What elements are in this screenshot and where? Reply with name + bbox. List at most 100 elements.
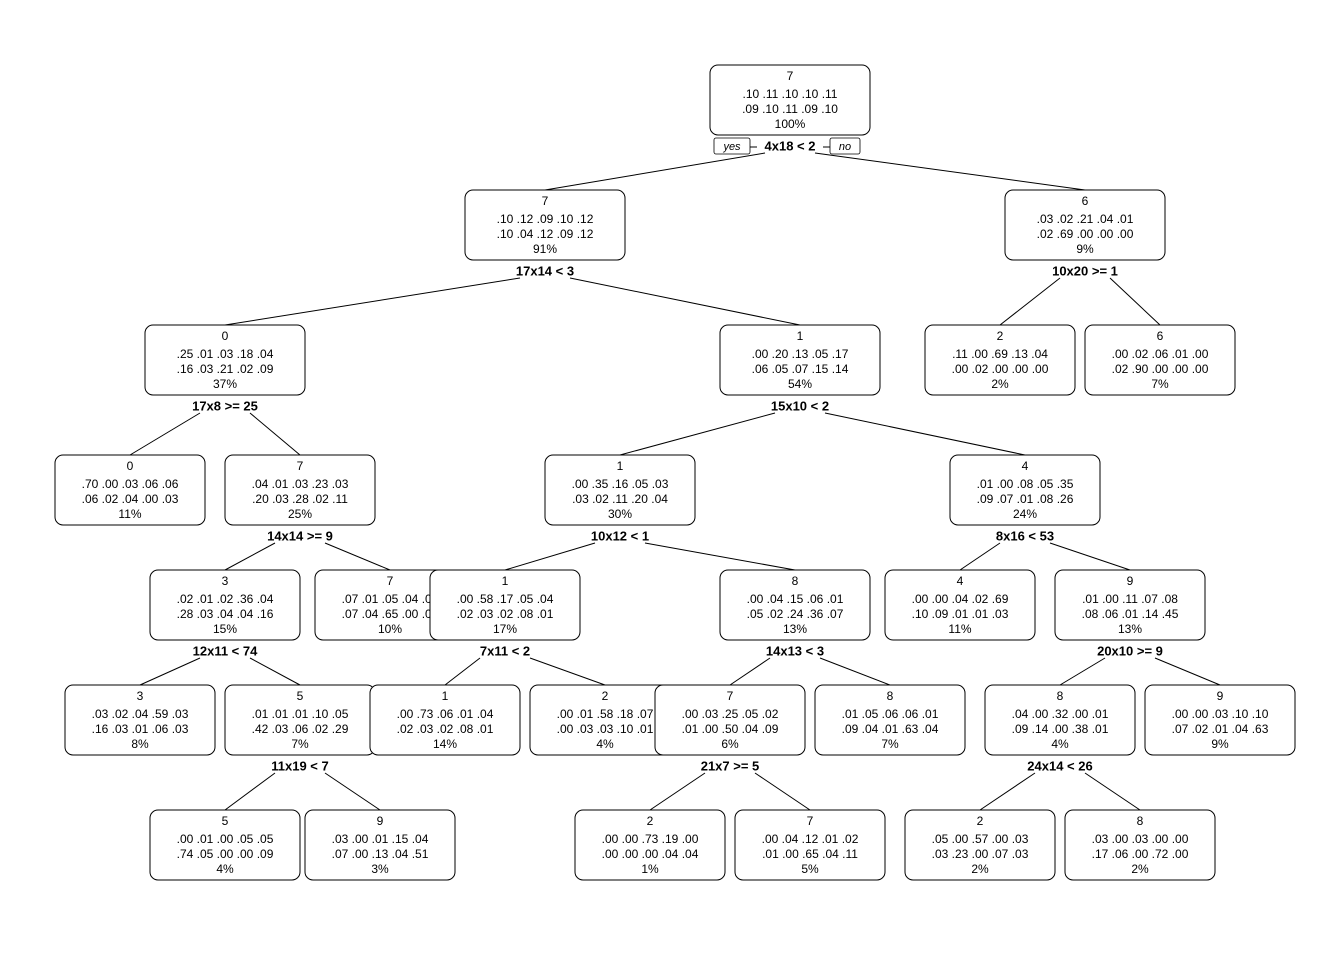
node-pct: 3% (371, 862, 389, 876)
node-probs-row2: .02 .90 .00 .00 .00 (1112, 362, 1209, 376)
tree-node: 3.02 .01 .02 .36 .04.28 .03 .04 .04 .161… (150, 570, 300, 640)
split-ruleū: 7x11 < 2 (480, 643, 530, 658)
node-pred: 0 (222, 329, 229, 343)
split-ruleū: 12x11 < 74 (193, 643, 258, 658)
yes-label: yes (722, 141, 741, 153)
node-pct: 30% (608, 507, 632, 521)
node-probs-row2: .07 .04 .65 .00 .04 (342, 607, 439, 621)
tree-node: 9.00 .00 .03 .10 .10.07 .02 .01 .04 .639… (1145, 685, 1295, 755)
node-probs-row1: .00 .01 .00 .05 .05 (177, 832, 274, 846)
node-probs-row1: .00 .00 .73 .19 .00 (602, 832, 699, 846)
node-pred: 2 (602, 689, 609, 703)
split-ruleū: 14x14 >= 9 (267, 528, 333, 543)
node-probs-row2: .00 .02 .00 .00 .00 (952, 362, 1049, 376)
tree-node: 8.04 .00 .32 .00 .01.09 .14 .00 .38 .014… (985, 685, 1135, 755)
node-pct: 9% (1076, 242, 1094, 256)
node-pct: 13% (783, 622, 807, 636)
node-pred: 0 (127, 459, 134, 473)
tree-node: 2.00 .00 .73 .19 .00.00 .00 .00 .04 .041… (575, 810, 725, 880)
tree-node: 5.01 .01 .01 .10 .05.42 .03 .06 .02 .297… (225, 685, 375, 755)
node-probs-row2: .09 .07 .01 .08 .26 (977, 492, 1074, 506)
split-ruleū: 17x8 >= 25 (192, 398, 258, 413)
split-ruleū: 8x16 < 53 (996, 528, 1054, 543)
node-probs-row2: .10 .04 .12 .09 .12 (497, 227, 594, 241)
node-probs-row2: .10 .09 .01 .01 .03 (912, 607, 1009, 621)
node-probs-row1: .11 .00 .69 .13 .04 (952, 347, 1048, 361)
tree-node: 3.03 .02 .04 .59 .03.16 .03 .01 .06 .038… (65, 685, 215, 755)
split-ruleū: 4x18 < 2 (765, 138, 816, 153)
tree-node: 1.00 .73 .06 .01 .04.02 .03 .02 .08 .011… (370, 685, 520, 755)
node-probs-row1: .01 .00 .11 .07 .08 (1082, 592, 1178, 606)
node-pct: 7% (881, 737, 899, 751)
node-probs-row1: .05 .00 .57 .00 .03 (932, 832, 1029, 846)
node-probs-row1: .03 .02 .21 .04 .01 (1037, 212, 1134, 226)
split-ruleū: 20x10 >= 9 (1097, 643, 1163, 658)
node-pct: 5% (801, 862, 819, 876)
node-probs-row2: .03 .02 .11 .20 .04 (572, 492, 668, 506)
node-pct: 11% (118, 507, 141, 521)
node-pred: 3 (137, 689, 144, 703)
node-probs-row2: .16 .03 .01 .06 .03 (92, 722, 189, 736)
tree-node: 7.10 .12 .09 .10 .12.10 .04 .12 .09 .129… (465, 190, 625, 260)
node-pred: 5 (297, 689, 304, 703)
node-probs-row1: .07 .01 .05 .04 .01 (342, 592, 439, 606)
node-probs-row2: .02 .03 .02 .08 .01 (457, 607, 554, 621)
node-pred: 9 (1127, 574, 1134, 588)
node-pred: 9 (377, 814, 384, 828)
node-probs-row1: .00 .20 .13 .05 .17 (752, 347, 849, 361)
node-probs-row1: .10 .11 .10 .10 .11 (743, 87, 838, 101)
node-probs-row1: .10 .12 .09 .10 .12 (497, 212, 594, 226)
tree-node: 8.00 .04 .15 .06 .01.05 .02 .24 .36 .071… (720, 570, 870, 640)
node-probs-row1: .00 .73 .06 .01 .04 (397, 707, 494, 721)
node-probs-row1: .00 .04 .15 .06 .01 (747, 592, 844, 606)
node-pct: 9% (1211, 737, 1229, 751)
node-pct: 37% (213, 377, 237, 391)
node-probs-row2: .09 .10 .11 .09 .10 (742, 102, 838, 116)
decision-tree-diagram: 7.10 .11 .10 .10 .11.09 .10 .11 .09 .101… (0, 0, 1344, 960)
node-pred: 7 (297, 459, 304, 473)
node-pct: 91% (533, 242, 557, 256)
node-pred: 8 (1057, 689, 1064, 703)
node-probs-row2: .17 .06 .00 .72 .00 (1092, 847, 1189, 861)
node-probs-row1: .70 .00 .03 .06 .06 (82, 477, 179, 491)
node-pred: 5 (222, 814, 229, 828)
node-pct: 14% (433, 737, 457, 751)
node-probs-row2: .06 .02 .04 .00 .03 (82, 492, 179, 506)
split-ruleū: 21x7 >= 5 (701, 758, 760, 773)
node-pred: 4 (1022, 459, 1029, 473)
node-probs-row2: .07 .02 .01 .04 .63 (1172, 722, 1269, 736)
tree-node: 0 .70 .00 .03 .06 .06.06 .02 .04 .00 .031… (55, 455, 205, 525)
node-probs-row1: .00 .02 .06 .01 .00 (1112, 347, 1209, 361)
node-pred: 7 (787, 69, 794, 83)
split-ruleū: 11x19 < 7 (271, 758, 328, 773)
node-probs-row1: .00 .04 .12 .01 .02 (762, 832, 859, 846)
node-probs-row2: .74 .05 .00 .00 .09 (177, 847, 274, 861)
node-pct: 7% (291, 737, 309, 751)
node-pct: 4% (216, 862, 234, 876)
node-probs-row2: .42 .03 .06 .02 .29 (252, 722, 349, 736)
node-pred: 4 (957, 574, 964, 588)
node-probs-row2: .16 .03 .21 .02 .09 (177, 362, 274, 376)
node-probs-row1: .02 .01 .02 .36 .04 (177, 592, 274, 606)
tree-node: 6.00 .02 .06 .01 .00.02 .90 .00 .00 .007… (1085, 325, 1235, 395)
node-probs-row1: .03 .00 .03 .00 .00 (1092, 832, 1189, 846)
node-pred: 6 (1082, 194, 1089, 208)
tree-node: 7.00 .03 .25 .05 .02.01 .00 .50 .04 .096… (655, 685, 805, 755)
split-ruleū: 24x14 < 26 (1027, 758, 1092, 773)
node-pred: 7 (807, 814, 814, 828)
node-probs-row1: .04 .01 .03 .23 .03 (252, 477, 349, 491)
node-pct: 17% (493, 622, 517, 636)
node-probs-row2: .02 .69 .00 .00 .00 (1037, 227, 1134, 241)
node-probs-row2: .09 .14 .00 .38 .01 (1012, 722, 1109, 736)
node-pred: 8 (792, 574, 799, 588)
node-pred: 1 (502, 574, 509, 588)
node-pred: 2 (977, 814, 984, 828)
node-pct: 2% (991, 377, 1009, 391)
tree-node: 1.00 .58 .17 .05 .04.02 .03 .02 .08 .011… (430, 570, 580, 640)
node-probs-row2: .03 .23 .00 .07 .03 (932, 847, 1029, 861)
node-probs-row1: .01 .05 .06 .06 .01 (842, 707, 939, 721)
node-probs-row2: .01 .00 .50 .04 .09 (682, 722, 779, 736)
node-probs-row2: .02 .03 .02 .08 .01 (397, 722, 494, 736)
split-ruleū: 10x20 >= 1 (1052, 263, 1118, 278)
node-pct: 100% (775, 117, 806, 131)
